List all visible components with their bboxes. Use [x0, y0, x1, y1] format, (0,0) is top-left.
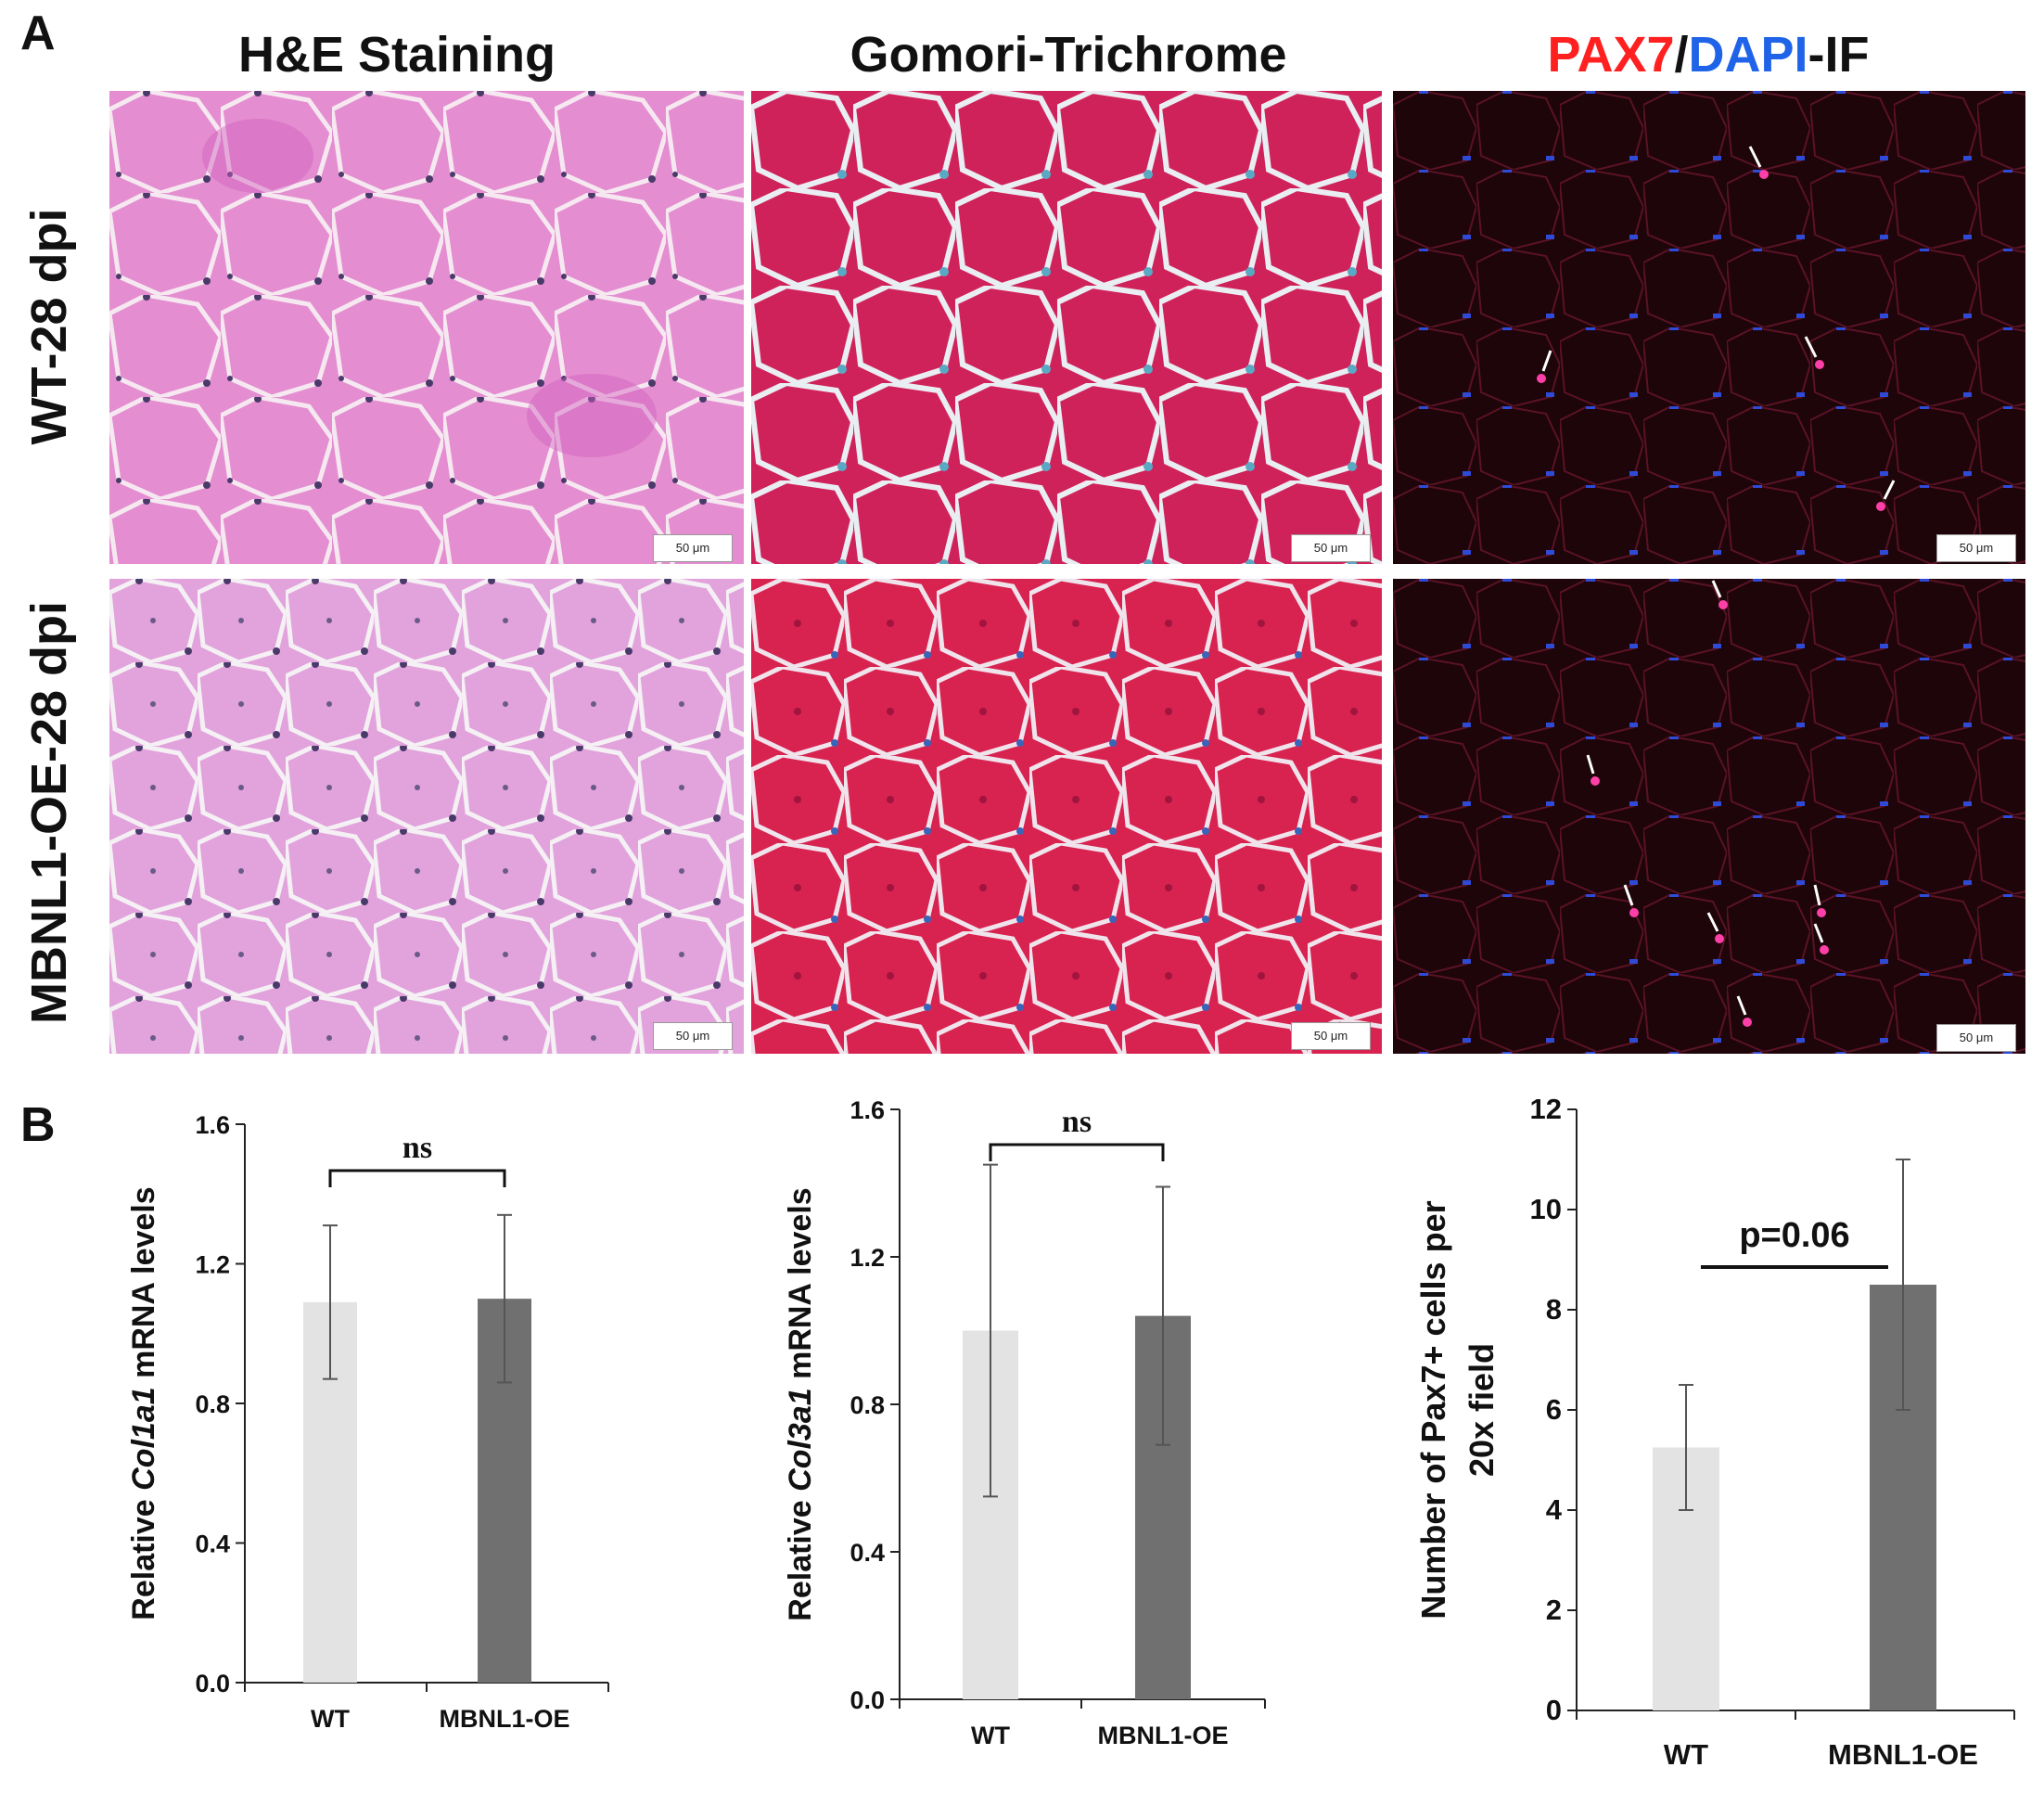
slash-label: /: [1674, 27, 1689, 83]
y-tick-label: 1.2: [195, 1251, 230, 1279]
y-tick-label: 0.8: [850, 1391, 885, 1419]
y-axis-label-gene: Col3a1: [783, 1388, 818, 1492]
scale-bar: 50 μm: [1936, 534, 2016, 562]
y-tick-label: 0.0: [195, 1670, 230, 1697]
category-label: MBNL1-OE: [1098, 1722, 1229, 1749]
category-label: MBNL1-OE: [440, 1705, 570, 1733]
y-tick-label: 1.6: [195, 1111, 230, 1139]
y-tick-label: 0.0: [850, 1686, 885, 1714]
y-axis-label-suffix: mRNA levels: [126, 1186, 161, 1387]
column-title-if: PAX7/DAPI-IF: [1393, 26, 2024, 83]
micrograph-gomori-oe: 50 μm: [751, 579, 1382, 1054]
y-tick-label: 4: [1546, 1493, 1563, 1526]
y-axis-label: Relative Col3a1 mRNA levels: [783, 1187, 818, 1620]
scale-bar: 50 μm: [1291, 1022, 1371, 1050]
dapi-label: DAPI: [1688, 27, 1808, 83]
he-oe-texture: [109, 579, 744, 1054]
he-wt-texture: [109, 91, 744, 564]
significance-label: ns: [402, 1131, 432, 1165]
row-label-wt: WT-28 dpi: [21, 208, 77, 445]
y-tick-label: 1.6: [850, 1096, 885, 1124]
chart-col1a1: 0.0 0.4 0.8 1.2 1.6 WT MBNL1-OE ns Relative Col1…: [126, 1111, 609, 1733]
significance-label: p=0.06: [1739, 1216, 1849, 1255]
scale-bar: 50 μm: [653, 1022, 733, 1050]
micrograph-if-oe: 50 μm: [1393, 579, 2025, 1054]
significance-label: ns: [1062, 1105, 1092, 1139]
category-label: WT: [311, 1705, 350, 1733]
y-tick-label: 2: [1546, 1594, 1562, 1626]
panel-b-letter: B: [20, 1098, 56, 1152]
y-axis-label-gene: Col1a1: [126, 1387, 161, 1491]
micrograph-gomori-wt: 50 μm: [751, 91, 1382, 564]
row-label-oe: MBNL1-OE-28 dpi: [21, 600, 77, 1025]
micrograph-he-wt: 50 μm: [109, 91, 744, 564]
micrograph-if-wt: 50 μm: [1393, 91, 2025, 564]
panel-a-letter: A: [20, 6, 56, 60]
y-axis-label-suffix: mRNA levels: [783, 1187, 818, 1388]
gomori-oe-texture: [751, 579, 1382, 1054]
y-axis-label-prefix: Relative: [783, 1492, 818, 1621]
y-tick-label: 6: [1546, 1393, 1562, 1426]
scale-bar: 50 μm: [1936, 1024, 2016, 1052]
y-tick-label: 10: [1530, 1193, 1562, 1225]
y-tick-label: 0: [1546, 1694, 1562, 1726]
column-title-gomori: Gomori-Trichrome: [850, 27, 1287, 83]
y-axis-label-prefix: Relative: [126, 1491, 161, 1620]
chart-col3a1: 0.0 0.4 0.8 1.2 1.6 WT MBNL1-OE ns Relative Col3…: [783, 1096, 1266, 1749]
y-tick-label: 12: [1530, 1093, 1562, 1125]
category-label: MBNL1-OE: [1828, 1738, 1978, 1771]
if-suffix-label: -IF: [1808, 27, 1870, 83]
micrograph-he-oe: 50 μm: [109, 579, 744, 1054]
scale-bar: 50 μm: [653, 534, 733, 562]
significance-bracket: [989, 1143, 1165, 1161]
y-axis-label: Relative Col1a1 mRNA levels: [126, 1186, 161, 1620]
y-tick-label: 8: [1546, 1293, 1562, 1326]
pax7-label: PAX7: [1547, 27, 1675, 83]
significance-bracket: [328, 1169, 506, 1187]
y-tick-label: 0.4: [850, 1539, 885, 1567]
category-label: WT: [971, 1722, 1010, 1749]
y-tick-label: 1.2: [850, 1244, 885, 1272]
if-wt-texture: [1393, 91, 2025, 564]
scale-bar: 50 μm: [1291, 534, 1371, 562]
column-title-he: H&E Staining: [237, 27, 556, 83]
y-axis-label-line1: Number of Pax7+ cells per: [1414, 1200, 1452, 1619]
category-label: WT: [1664, 1738, 1708, 1771]
gomori-wt-texture: [751, 91, 1382, 564]
if-oe-texture: [1393, 579, 2025, 1054]
y-tick-label: 0.4: [195, 1530, 230, 1558]
chart-pax7: 0 2 4 6 8 10 12 WT MBNL1-OE p=0.06 Number of Pax7+…: [1414, 1093, 2015, 1771]
y-tick-label: 0.8: [195, 1390, 230, 1418]
y-axis-label-line2: 20x field: [1463, 1343, 1501, 1477]
